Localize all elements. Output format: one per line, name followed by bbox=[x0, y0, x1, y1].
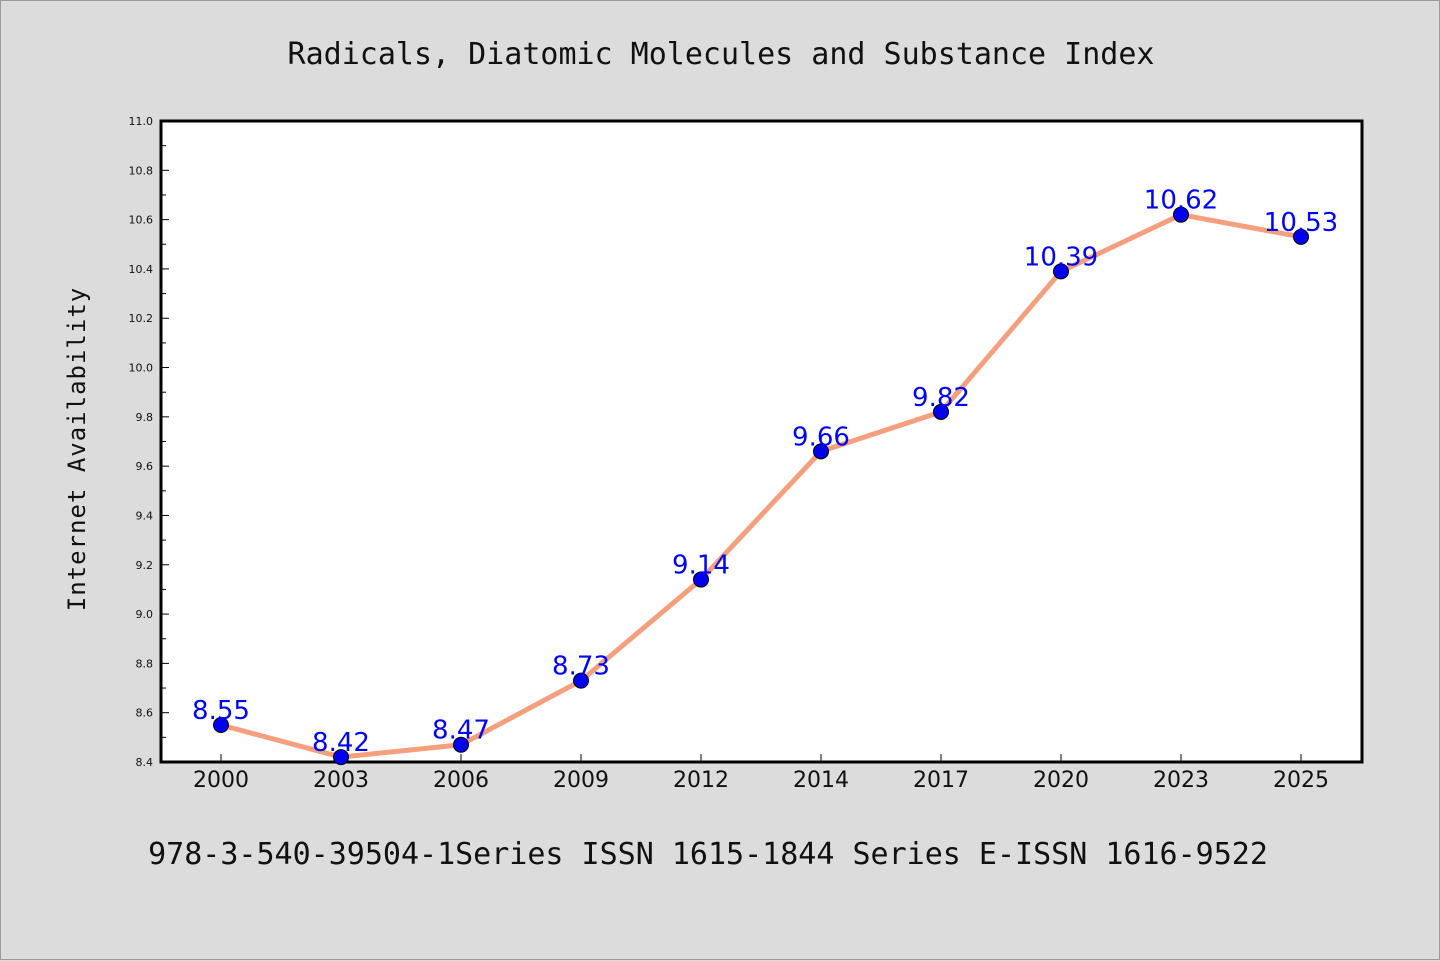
y-axis-ticks: 8.4 8.6 8.8 9.0 9.2 9.4 9.6 9.8 10.0 10.2 10.4 10.6… bbox=[129, 115, 169, 769]
y-tick-label: 9.4 bbox=[136, 509, 154, 522]
data-label: 9.66 bbox=[792, 422, 850, 452]
x-tick-label: 2025 bbox=[1273, 768, 1329, 793]
data-label: 10.53 bbox=[1264, 208, 1338, 238]
x-tick-label: 2012 bbox=[673, 768, 729, 793]
x-axis-ticks: 2000 2003 2006 2009 2012 2014 2017 2020 2023 2025 bbox=[193, 754, 1329, 793]
x-tick-label: 2003 bbox=[313, 768, 369, 793]
x-tick-label: 2020 bbox=[1033, 768, 1089, 793]
data-point bbox=[693, 571, 709, 588]
data-label: 8.42 bbox=[312, 728, 370, 758]
x-tick-label: 2006 bbox=[433, 768, 489, 793]
data-label: 10.39 bbox=[1024, 242, 1098, 272]
data-point bbox=[213, 717, 229, 734]
y-tick-label: 10.8 bbox=[129, 164, 154, 177]
y-axis-label: Internet Availability bbox=[63, 287, 91, 611]
y-tick-label: 10.0 bbox=[129, 362, 154, 375]
x-tick-label: 2014 bbox=[793, 768, 849, 793]
data-label: 8.47 bbox=[432, 716, 490, 746]
x-tick-label: 2017 bbox=[913, 768, 969, 793]
series-layer: 8.55 8.42 8.47 8.73 9.14 9.66 9.82 10.39 10.62 10… bbox=[192, 186, 1338, 766]
data-label: 9.82 bbox=[912, 383, 970, 413]
chart-title: Radicals, Diatomic Molecules and Substan… bbox=[288, 37, 1155, 72]
footer-text: 978-3-540-39504-1Series ISSN 1615-1844 S… bbox=[148, 837, 1268, 872]
y-tick-label: 10.4 bbox=[129, 263, 154, 276]
x-tick-label: 2000 bbox=[193, 768, 249, 793]
y-tick-label: 11.0 bbox=[129, 115, 154, 128]
data-point bbox=[453, 736, 469, 753]
data-label: 9.14 bbox=[672, 551, 730, 581]
data-label: 8.55 bbox=[192, 696, 250, 726]
y-tick-label: 10.2 bbox=[129, 312, 154, 325]
y-tick-label: 8.6 bbox=[136, 707, 154, 720]
data-point bbox=[573, 672, 589, 689]
y-tick-label: 10.6 bbox=[129, 214, 154, 227]
data-point bbox=[333, 749, 349, 766]
data-point bbox=[933, 403, 949, 420]
y-tick-label: 9.8 bbox=[136, 411, 154, 424]
y-tick-label: 8.4 bbox=[136, 756, 154, 769]
series-line bbox=[218, 212, 1304, 760]
data-label: 8.73 bbox=[552, 652, 610, 682]
y-tick-label: 9.2 bbox=[136, 559, 154, 572]
plot-area bbox=[159, 119, 1364, 764]
y-tick-label: 8.8 bbox=[136, 657, 154, 670]
x-tick-label: 2023 bbox=[1153, 768, 1209, 793]
data-label: 10.62 bbox=[1144, 186, 1218, 216]
x-tick-label: 2009 bbox=[553, 768, 609, 793]
y-tick-label: 9.6 bbox=[136, 460, 154, 473]
data-point bbox=[1173, 206, 1189, 223]
data-point bbox=[1053, 263, 1069, 280]
data-point bbox=[813, 443, 829, 460]
data-point bbox=[1293, 228, 1309, 245]
y-tick-label: 9.0 bbox=[136, 608, 154, 621]
